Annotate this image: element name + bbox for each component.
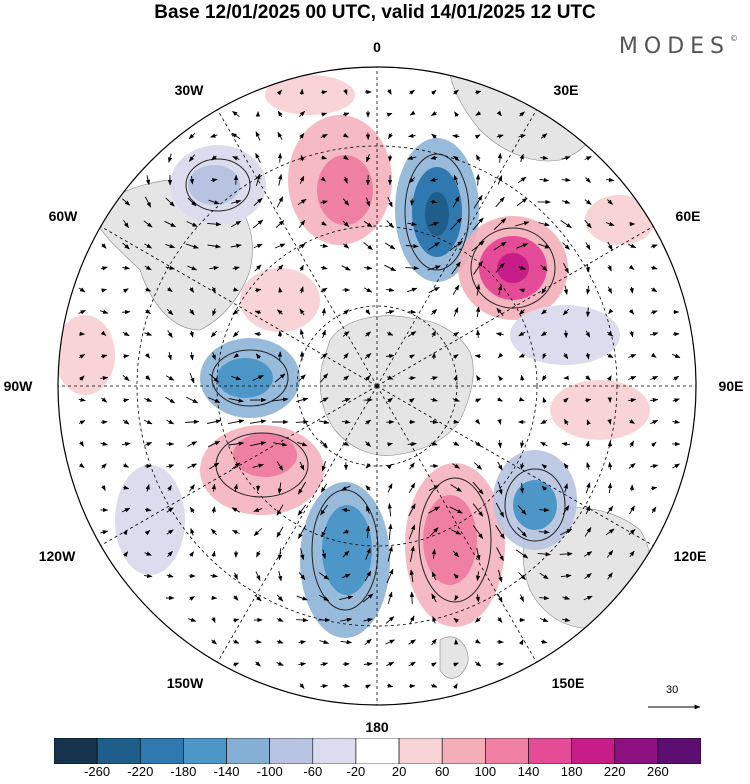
- colorbar-segment: [97, 738, 140, 764]
- colorbar-tick: -180: [170, 764, 196, 779]
- colorbar-tick: -140: [213, 764, 239, 779]
- colorbar-tick: 260: [647, 764, 669, 779]
- longitude-label-120w: 120W: [39, 548, 76, 564]
- anomaly-positive-8: [585, 195, 655, 245]
- wind-arrow: [280, 153, 281, 162]
- anomaly-positive-3-core: [233, 433, 297, 477]
- colorbar-tick: 140: [518, 764, 540, 779]
- colorbar-segment: [399, 738, 442, 764]
- anomaly-positive-6: [240, 268, 320, 332]
- colorbar-segment: [485, 738, 528, 764]
- anomaly-positive-1-inner: [497, 253, 529, 283]
- map-title: Base 12/01/2025 00 UTC, valid 14/01/2025…: [0, 0, 750, 26]
- anomaly-negative-2-core: [188, 165, 240, 205]
- wind-arrow: [122, 312, 130, 313]
- wind-arrow: [409, 378, 416, 379]
- wind-arrow: [453, 422, 458, 423]
- colorbar-segment: [54, 738, 97, 764]
- longitude-label-30e: 30E: [554, 82, 579, 98]
- anomaly-negative-1-inner: [425, 192, 449, 236]
- anomaly-negative-7: [115, 465, 185, 575]
- colorbar-segment: [658, 738, 701, 764]
- longitude-label-30w: 30W: [175, 82, 204, 98]
- longitude-label-180: 180: [365, 719, 388, 735]
- anomaly-negative-3-core: [217, 358, 273, 398]
- longitude-label-120e: 120E: [674, 548, 707, 564]
- wind-arrow: [478, 175, 479, 186]
- wind-arrow: [588, 307, 589, 316]
- anomaly-positive-5: [550, 380, 650, 440]
- reference-vector-arrow: [646, 699, 706, 715]
- anomaly-positive-2-core: [317, 155, 373, 225]
- colorbar-segment: [528, 738, 571, 764]
- polar-stereographic-map: [0, 0, 750, 730]
- anomaly-negative-4-core: [322, 505, 372, 595]
- colorbar-tick: 60: [435, 764, 449, 779]
- wind-arrow: [280, 352, 281, 360]
- anomaly-positive-9: [265, 75, 355, 115]
- colorbar-tick-labels: -260 -220 -180 -140 -100 -60 -20 20 60 100 140 180 2…: [0, 764, 750, 784]
- wind-arrow: [412, 592, 413, 604]
- longitude-label-0: 0: [373, 39, 381, 55]
- wind-arrow: [123, 356, 128, 357]
- anomaly-positive-4-core: [423, 495, 477, 585]
- wind-arrow: [408, 312, 415, 313]
- colorbar-tick: 180: [561, 764, 583, 779]
- longitude-label-150e: 150E: [552, 675, 585, 691]
- colorbar-tick: -100: [257, 764, 283, 779]
- colorbar-segment: [615, 738, 658, 764]
- longitude-label-150w: 150W: [167, 675, 204, 691]
- colorbar-segment: [572, 738, 615, 764]
- wind-arrow: [412, 199, 413, 206]
- colorbar-segment: [442, 738, 485, 764]
- colorbar-segment: [313, 738, 356, 764]
- modes-logo: MODES©: [619, 34, 738, 59]
- longitude-label-60e: 60E: [676, 208, 701, 224]
- colorbar-tick: -60: [303, 764, 322, 779]
- colorbar-tick: -260: [84, 764, 110, 779]
- wind-arrow: [500, 153, 501, 162]
- colorbar-tick: -20: [346, 764, 365, 779]
- longitude-label-60w: 60W: [49, 208, 78, 224]
- wind-arrow: [539, 510, 549, 511]
- colorbar-segment: [140, 738, 183, 764]
- colorbar-tick: 20: [392, 764, 406, 779]
- wind-arrow: [478, 330, 479, 338]
- longitude-label-90w: 90W: [4, 378, 33, 394]
- wind-arrow: [255, 334, 261, 335]
- colorbar-tick: -220: [127, 764, 153, 779]
- colorbar-segment: [183, 738, 226, 764]
- colorbar-tick: 220: [604, 764, 626, 779]
- colorbar-segment: [270, 738, 313, 764]
- wind-arrow: [562, 180, 571, 181]
- reference-vector-label: 30: [666, 684, 678, 696]
- colorbar-tick: 100: [474, 764, 496, 779]
- colorbar-segment: [227, 738, 270, 764]
- anomaly-negative-5-core: [513, 480, 557, 530]
- colorbar-segment: [356, 738, 399, 764]
- anomaly-negative-6: [510, 305, 620, 365]
- colorbar: [54, 738, 701, 764]
- longitude-label-90e: 90E: [719, 378, 744, 394]
